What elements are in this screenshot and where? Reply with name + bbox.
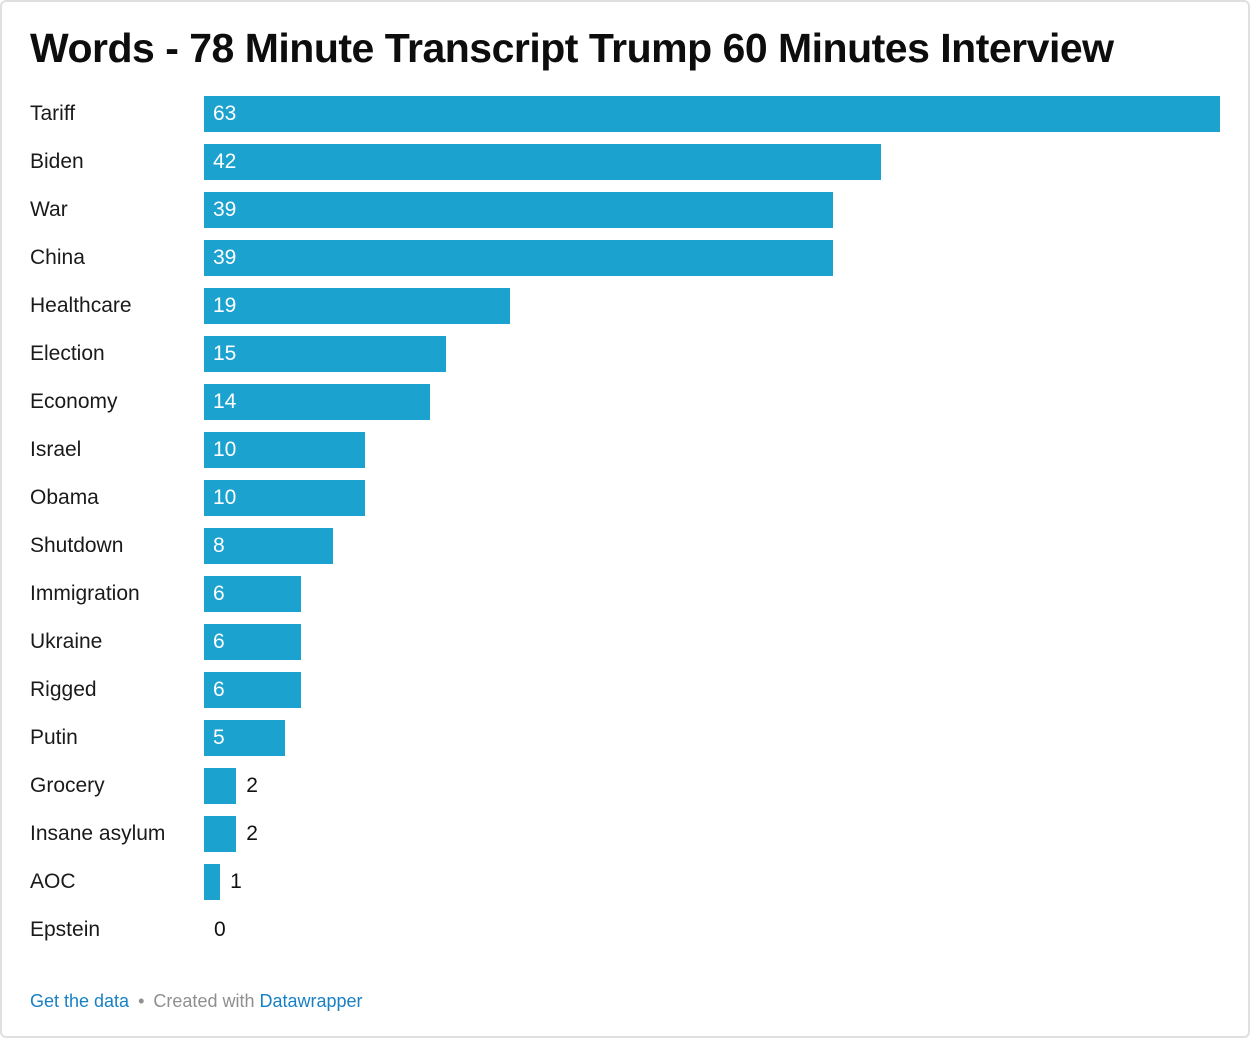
chart-row: Grocery 2	[2, 768, 1248, 816]
footer-separator: •	[138, 991, 145, 1011]
bar: 42	[204, 144, 882, 180]
chart-row: Shutdown 8	[2, 528, 1248, 576]
bar: 10	[204, 480, 366, 516]
chart-row: Tariff 63	[2, 96, 1248, 144]
category-label: Ukraine	[30, 630, 103, 653]
bar-track: 2	[204, 816, 1220, 852]
category-label: Healthcare	[30, 294, 132, 317]
bar: 8	[204, 528, 334, 564]
bar: 19	[204, 288, 511, 324]
bar-track: 6	[204, 672, 1220, 708]
datawrapper-link[interactable]: Datawrapper	[259, 991, 363, 1011]
category-label: Insane asylum	[30, 822, 166, 845]
bar-track: 39	[204, 192, 1220, 228]
chart-row: Economy 14	[2, 384, 1248, 432]
category-label: Biden	[30, 150, 84, 173]
category-label: Putin	[30, 726, 78, 749]
bar-track: 1	[204, 864, 1220, 900]
category-label: Israel	[30, 438, 82, 461]
chart-row: Epstein 0	[2, 912, 1248, 960]
footer-created-with: Created with	[153, 991, 255, 1011]
bar: 39	[204, 240, 833, 276]
chart-row: Election 15	[2, 336, 1248, 384]
value-label: 39	[213, 246, 237, 269]
bar: 6	[204, 576, 301, 612]
chart-row: Immigration 6	[2, 576, 1248, 624]
bar-track: 63	[204, 96, 1220, 132]
bar-track: 10	[204, 480, 1220, 516]
value-label: 5	[213, 726, 225, 749]
bar-track: 6	[204, 576, 1220, 612]
category-label: Election	[30, 342, 105, 365]
bar-track: 14	[204, 384, 1220, 420]
chart-row: Biden 42	[2, 144, 1248, 192]
value-label: 2	[246, 822, 258, 845]
bar: 39	[204, 192, 833, 228]
category-label: Grocery	[30, 774, 105, 797]
category-label: Epstein	[30, 918, 101, 941]
chart-footer: Get the data • Created with Datawrapper	[30, 991, 363, 1012]
chart-row: War 39	[2, 192, 1248, 240]
value-label: 39	[213, 198, 237, 221]
value-label: 8	[213, 534, 225, 557]
value-label: 14	[213, 390, 237, 413]
bar-track: 42	[204, 144, 1220, 180]
bar-track: 2	[204, 768, 1220, 804]
bar: 10	[204, 432, 366, 468]
category-label: Tariff	[30, 102, 76, 125]
bar-track: 15	[204, 336, 1220, 372]
value-label: 19	[213, 294, 237, 317]
bar	[204, 768, 237, 804]
bar-track: 10	[204, 432, 1220, 468]
bar-track: 19	[204, 288, 1220, 324]
bar-track: 5	[204, 720, 1220, 756]
value-label: 10	[213, 486, 237, 509]
bar: 63	[204, 96, 1220, 132]
bar	[204, 864, 221, 900]
bar-track: 0	[204, 912, 1220, 948]
bar-track: 6	[204, 624, 1220, 660]
category-label: Economy	[30, 390, 118, 413]
value-label: 6	[213, 630, 225, 653]
value-label: 10	[213, 438, 237, 461]
category-label: War	[30, 198, 68, 221]
bar: 14	[204, 384, 430, 420]
category-label: Rigged	[30, 678, 97, 701]
chart-row: Healthcare 19	[2, 288, 1248, 336]
chart-row: Obama 10	[2, 480, 1248, 528]
category-label: Immigration	[30, 582, 140, 605]
bar	[204, 816, 237, 852]
bar-track: 8	[204, 528, 1220, 564]
bar: 6	[204, 672, 301, 708]
category-label: China	[30, 246, 85, 269]
value-label: 1	[230, 870, 242, 893]
chart-row: China 39	[2, 240, 1248, 288]
get-the-data-link[interactable]: Get the data	[30, 991, 130, 1011]
bar: 15	[204, 336, 446, 372]
value-label: 42	[213, 150, 237, 173]
value-label: 0	[214, 918, 226, 941]
category-label: AOC	[30, 870, 76, 893]
chart-row: Israel 10	[2, 432, 1248, 480]
value-label: 15	[213, 342, 237, 365]
chart-row: Insane asylum 2	[2, 816, 1248, 864]
value-label: 63	[213, 102, 237, 125]
chart-row: Rigged 6	[2, 672, 1248, 720]
chart-row: Putin 5	[2, 720, 1248, 768]
bar: 6	[204, 624, 301, 660]
value-label: 6	[213, 582, 225, 605]
bar-chart: Tariff 63 Biden 42 War 39 China 39 Healthcare 19 E…	[2, 96, 1248, 960]
chart-row: AOC 1	[2, 864, 1248, 912]
chart-row: Ukraine 6	[2, 624, 1248, 672]
bar-track: 39	[204, 240, 1220, 276]
bar: 5	[204, 720, 285, 756]
category-label: Shutdown	[30, 534, 124, 557]
category-label: Obama	[30, 486, 99, 509]
value-label: 6	[213, 678, 225, 701]
chart-title: Words - 78 Minute Transcript Trump 60 Mi…	[30, 25, 1114, 71]
value-label: 2	[246, 774, 258, 797]
